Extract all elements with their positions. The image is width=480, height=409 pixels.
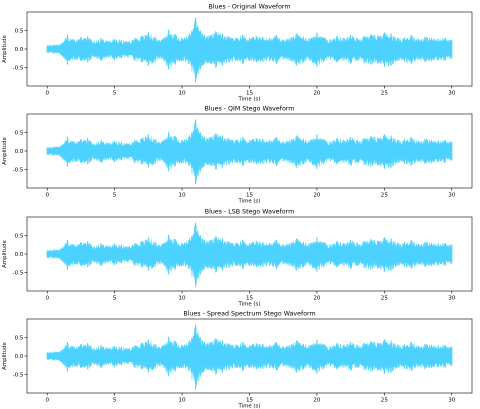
x-tick-label: 20: [313, 296, 321, 302]
chart-panel-3: Blues - LSB Stego Waveform 0 5 10 15 20 25 30 0.…: [2, 209, 473, 308]
y-tick-label: -0.5: [13, 373, 24, 379]
y-axis-label: Amplitude: [2, 342, 8, 370]
x-tick-label: 10: [179, 398, 187, 404]
x-tick-label: 30: [448, 91, 456, 97]
waveform-series: [46, 324, 453, 390]
x-tick-label: 25: [381, 91, 389, 97]
x-tick-label: 30: [448, 193, 456, 199]
y-tick-label: 0.0: [15, 354, 24, 360]
x-tick-label: 15: [246, 398, 254, 404]
chart-panel-1: Blues - Original Waveform 0 5 10 15 20 25 30 0.5…: [2, 4, 473, 103]
y-tick-label: -0.5: [13, 66, 24, 72]
y-tick-label: 0.5: [15, 234, 24, 240]
y-tick-label: -0.5: [13, 271, 24, 277]
x-tick-label: 5: [113, 398, 117, 404]
x-axis-label: Time (s): [238, 302, 261, 308]
x-tick-label: 10: [179, 91, 187, 97]
y-tick-label: 0.5: [15, 336, 24, 342]
y-tick-label: 0.5: [15, 29, 24, 35]
x-tick-label: 15: [246, 193, 254, 199]
x-tick-label: 0: [45, 91, 49, 97]
chart-title: Blues - Original Waveform: [208, 4, 290, 11]
y-axis-label: Amplitude: [2, 137, 8, 165]
x-tick-label: 0: [45, 296, 49, 302]
x-tick-label: 5: [113, 91, 117, 97]
y-axis-label: Amplitude: [2, 35, 8, 63]
y-tick-label: -0.5: [13, 168, 24, 174]
x-tick-label: 20: [313, 193, 321, 199]
x-tick-label: 30: [448, 398, 456, 404]
chart-panel-2: Blues - QIM Stego Waveform 0 5 10 15 20 25 30 0.…: [2, 106, 473, 205]
x-axis-label: Time (s): [238, 199, 261, 205]
x-axis-label: Time (s): [238, 97, 261, 103]
chart-panel-4: Blues - Spread Spectrum Stego Waveform 0 5…: [2, 311, 473, 409]
y-tick-label: 0.5: [15, 131, 24, 137]
waveform-series: [46, 222, 453, 288]
x-tick-label: 5: [113, 193, 117, 199]
x-tick-label: 25: [381, 193, 389, 199]
waveform-series: [46, 17, 453, 83]
chart-title: Blues - Spread Spectrum Stego Waveform: [183, 311, 315, 318]
x-tick-label: 15: [246, 296, 254, 302]
x-tick-label: 5: [113, 296, 117, 302]
x-tick-label: 20: [313, 91, 321, 97]
chart-title: Blues - QIM Stego Waveform: [205, 106, 295, 113]
chart-title: Blues - LSB Stego Waveform: [205, 209, 294, 216]
y-tick-label: 0.0: [15, 149, 24, 155]
waveform-series: [46, 119, 453, 185]
y-tick-label: 0.0: [15, 47, 24, 53]
x-tick-label: 10: [179, 296, 187, 302]
x-tick-label: 15: [246, 91, 254, 97]
x-tick-label: 20: [313, 398, 321, 404]
y-axis-label: Amplitude: [2, 240, 8, 268]
x-tick-label: 25: [381, 296, 389, 302]
y-tick-label: 0.0: [15, 252, 24, 258]
x-tick-label: 0: [45, 398, 49, 404]
x-tick-label: 30: [448, 296, 456, 302]
x-tick-label: 10: [179, 193, 187, 199]
x-tick-label: 25: [381, 398, 389, 404]
x-axis-label: Time (s): [238, 404, 261, 409]
x-tick-label: 0: [45, 193, 49, 199]
